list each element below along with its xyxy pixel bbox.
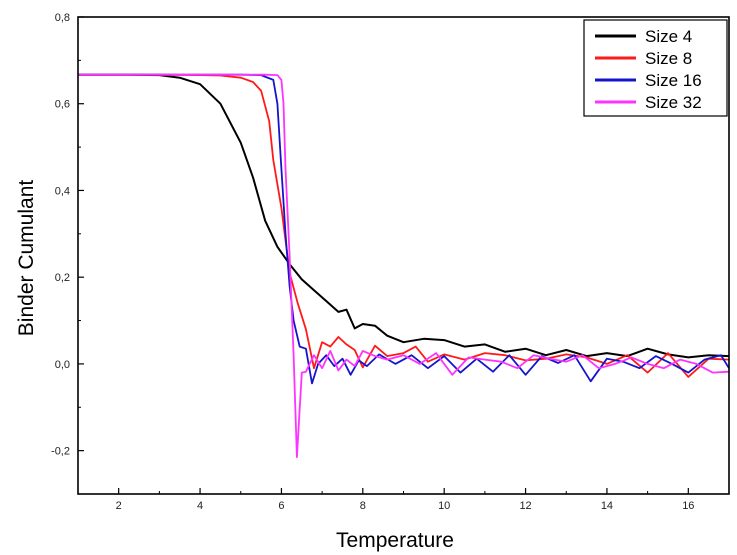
x-tick-label: 2 [116, 500, 122, 512]
x-tick-label: 14 [601, 500, 613, 512]
x-tick-label: 16 [682, 500, 694, 512]
y-tick-label: 0,6 [55, 99, 70, 111]
x-tick-label: 8 [360, 500, 366, 512]
x-axis-title: Temperature [336, 529, 454, 552]
legend-label: Size 16 [645, 71, 702, 90]
x-tick-label: 12 [519, 500, 531, 512]
y-tick-label: 0,4 [55, 185, 70, 197]
legend-label: Size 32 [645, 93, 702, 112]
legend: Size 4 Size 8 Size 16 Size 32 [583, 19, 728, 117]
series-line-size-4 [78, 73, 730, 359]
y-tick-label: 0,0 [55, 359, 70, 371]
y-tick-label: -0,2 [51, 446, 70, 458]
legend-label: Size 8 [645, 49, 692, 68]
x-tick-label: 10 [438, 500, 450, 512]
axis-ticks: 2 4 6 8 10 12 14 16 -0,2 0,0 0,2 0,4 0,6 0,8 [51, 12, 730, 512]
y-tick-label: 0,2 [55, 272, 70, 284]
series-layer [78, 73, 730, 459]
y-tick-label: 0,8 [55, 12, 70, 24]
series-line-size-32 [78, 73, 730, 459]
y-axis-title: Binder Cumulant [15, 180, 38, 337]
x-tick-label: 4 [197, 500, 203, 512]
x-tick-label: 6 [278, 500, 284, 512]
legend-label: Size 4 [645, 27, 692, 46]
series-line-size-8 [78, 73, 730, 378]
